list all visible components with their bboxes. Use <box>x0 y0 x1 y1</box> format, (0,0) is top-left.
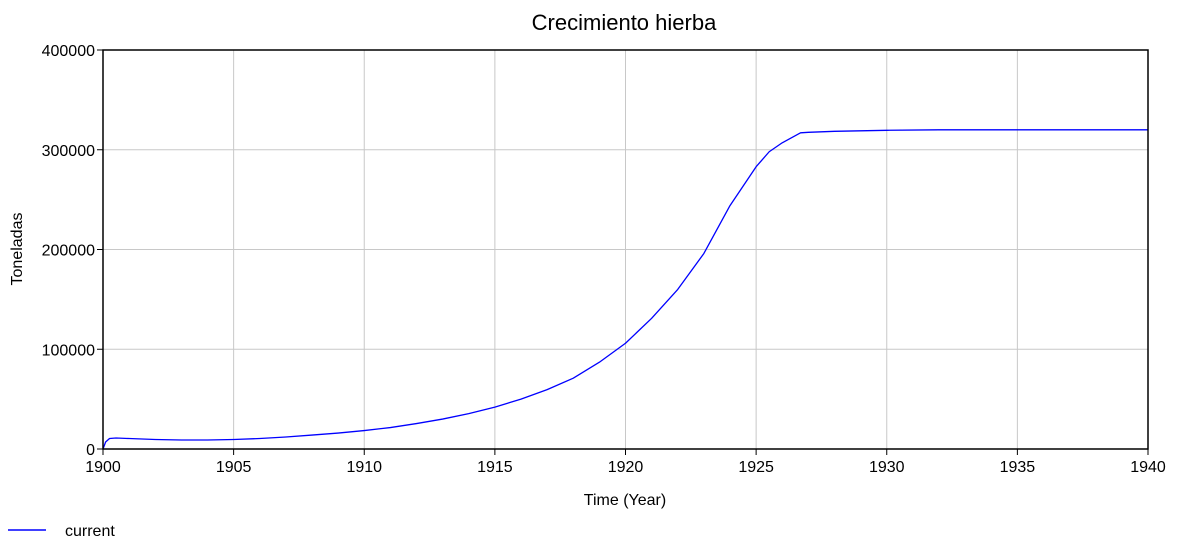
series-line-current <box>102 129 1148 450</box>
x-tick-label: 1910 <box>346 459 382 476</box>
x-tick-label: 1935 <box>1000 459 1036 476</box>
x-tick-label: 1940 <box>1130 459 1166 476</box>
y-tick-label: 100000 <box>42 342 95 359</box>
x-axis-label: Time (Year) <box>584 492 666 509</box>
series-layer <box>102 129 1148 450</box>
legend-label-current: current <box>65 523 115 540</box>
x-tick-label: 1925 <box>738 459 774 476</box>
x-tick-label: 1915 <box>477 459 513 476</box>
x-axis-ticks: 1900 1905 1910 1915 1920 1925 1930 1935 1940 <box>85 449 1166 476</box>
y-tick-label: 300000 <box>42 143 95 160</box>
x-tick-label: 1930 <box>869 459 905 476</box>
y-tick-label: 0 <box>86 442 95 459</box>
y-axis-label: Toneladas <box>9 213 26 286</box>
x-tick-label: 1900 <box>85 459 121 476</box>
chart-title: Crecimiento hierba <box>532 10 717 35</box>
gridlines <box>103 50 1148 449</box>
y-axis-ticks: 0 100000 200000 300000 400000 <box>42 43 103 459</box>
y-tick-label: 200000 <box>42 243 95 260</box>
y-tick-label: 400000 <box>42 43 95 60</box>
x-tick-label: 1920 <box>608 459 644 476</box>
x-tick-label: 1905 <box>216 459 252 476</box>
legend: current <box>8 523 115 540</box>
